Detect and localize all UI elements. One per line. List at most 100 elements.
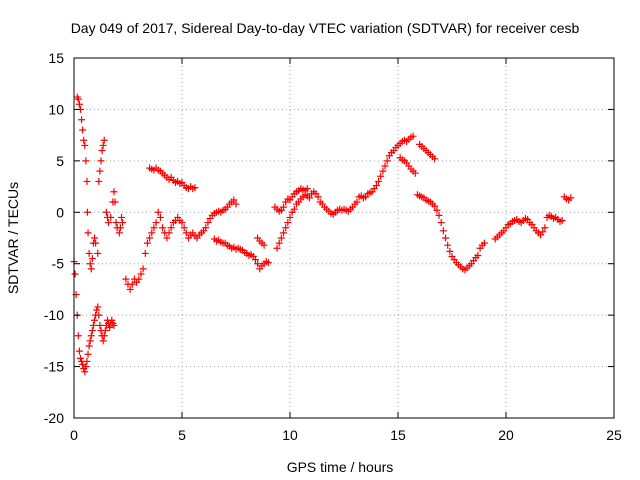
data-point (159, 224, 167, 232)
data-point (95, 177, 103, 185)
data-point (305, 194, 313, 202)
data-point (143, 239, 151, 247)
data-point (94, 249, 102, 257)
x-tick-label: 20 (498, 427, 514, 443)
data-point (79, 126, 87, 134)
data-point (110, 321, 118, 329)
data-point (83, 208, 91, 216)
data-point (99, 141, 107, 149)
data-point (254, 260, 262, 268)
y-tick-label: 0 (56, 204, 64, 220)
data-point (480, 239, 488, 247)
data-point (431, 155, 439, 163)
data-point (100, 332, 108, 340)
data-point (75, 347, 83, 355)
data-point (439, 227, 447, 235)
data-point (122, 275, 130, 283)
data-point (74, 95, 82, 103)
data-point (230, 196, 238, 204)
data-point (314, 193, 322, 201)
data-point (80, 136, 88, 144)
data-point (85, 342, 93, 350)
data-point (165, 229, 173, 237)
data-point (372, 182, 380, 190)
data-point (85, 249, 93, 257)
y-tick-label: -15 (44, 359, 64, 375)
data-point (377, 172, 385, 180)
data-point (139, 265, 147, 273)
data-point (191, 184, 199, 192)
data-point (444, 241, 452, 249)
x-tick-label: 5 (178, 427, 186, 443)
data-point (152, 219, 160, 227)
axis-ticks: 0 5 10 15 20 25 -20 -15 -10 -5 0 5 10 15 (44, 50, 622, 443)
data-point (375, 177, 383, 185)
data-point (88, 327, 96, 335)
y-tick-label: 5 (56, 153, 64, 169)
data-point (286, 213, 294, 221)
gridlines (74, 58, 614, 418)
y-axis-label: SDTVAR / TECUs (5, 182, 21, 294)
data-point (112, 219, 120, 227)
data-point (86, 337, 94, 345)
data-point (437, 219, 445, 227)
data-point (264, 259, 272, 267)
data-points (70, 93, 575, 376)
data-point (202, 224, 210, 232)
data-point (91, 234, 99, 242)
data-point (98, 147, 106, 155)
data-point (107, 213, 115, 221)
data-point (94, 303, 102, 311)
data-point (284, 219, 292, 227)
data-point (433, 206, 441, 214)
data-point (93, 306, 101, 314)
data-point (178, 219, 186, 227)
data-point (118, 213, 126, 221)
plot-frame (73, 57, 615, 419)
data-point (110, 188, 118, 196)
data-point (76, 354, 84, 362)
data-point (141, 249, 149, 257)
data-point (275, 239, 283, 247)
data-point (97, 157, 105, 165)
data-point (273, 244, 281, 252)
data-point (87, 332, 95, 340)
data-point (280, 203, 288, 211)
data-point (446, 247, 454, 255)
data-point (353, 198, 361, 206)
data-point (567, 194, 575, 202)
data-point (539, 228, 547, 236)
data-point (92, 239, 100, 247)
data-point (84, 350, 92, 358)
data-point (81, 368, 89, 376)
x-tick-label: 0 (70, 427, 78, 443)
data-point (88, 255, 96, 263)
data-point (154, 208, 162, 216)
data-point (119, 219, 127, 227)
data-point (95, 311, 103, 319)
data-point (251, 256, 259, 264)
x-tick-label: 25 (606, 427, 622, 443)
data-point (71, 270, 79, 278)
data-point (83, 357, 91, 365)
data-point (128, 280, 136, 288)
data-point (260, 241, 268, 249)
data-point (282, 224, 290, 232)
data-point (474, 251, 482, 259)
data-point (115, 229, 123, 237)
data-point (102, 208, 110, 216)
data-point (96, 167, 104, 175)
data-point (83, 177, 91, 185)
data-point (135, 275, 143, 283)
x-tick-label: 10 (282, 427, 298, 443)
data-point (303, 185, 311, 193)
data-point (163, 234, 171, 242)
data-point (96, 321, 104, 329)
data-point (111, 198, 119, 206)
chart-title: Day 049 of 2017, Sidereal Day-to-day VTE… (71, 20, 580, 36)
data-point (411, 169, 419, 177)
data-point (167, 224, 175, 232)
data-point (87, 265, 95, 273)
data-point (182, 229, 190, 237)
